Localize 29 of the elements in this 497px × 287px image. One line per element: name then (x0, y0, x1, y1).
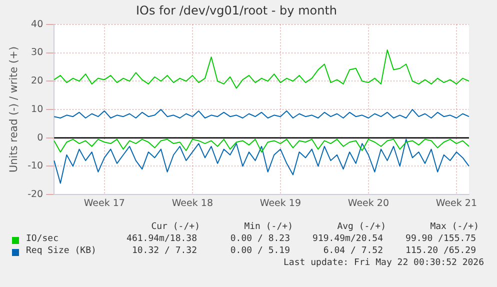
y-tick-label: 10 (31, 104, 44, 115)
y-tick-label: -10 (28, 160, 44, 172)
text: 10.32 / 7.32 (132, 246, 197, 256)
text: 919.49m/20.54 (312, 234, 383, 244)
y-tick-label: 20 (31, 76, 44, 87)
y-tick-label: -20 (28, 189, 44, 200)
x-tick-label: Week 18 (172, 198, 213, 209)
text: 99.90 /155.75 (406, 234, 476, 244)
text: 0.00 / 5.19 (230, 246, 290, 256)
x-tick-label: Week 21 (436, 198, 477, 209)
text: 6.04 / 7.52 (323, 246, 383, 256)
legend-label: IO/sec (26, 234, 59, 246)
x-tick-label: Week 19 (260, 198, 301, 209)
text: Max (-/+) (430, 222, 479, 232)
legend-label: Req Size (KB) (26, 246, 96, 258)
x-tick-label: Week 20 (348, 198, 389, 209)
text: 0.00 / 8.23 (230, 234, 290, 244)
y-axis-title: Units read (-) / write (+) (8, 46, 20, 173)
x-tick-label: Week 17 (84, 198, 125, 209)
text: Cur (-/+) (151, 222, 200, 232)
y-tick-label: 30 (31, 47, 44, 58)
y-tick-label: 0 (37, 132, 44, 144)
y-tick-label: 40 (31, 18, 44, 30)
text: 115.20 /65.29 (406, 246, 476, 256)
text: 461.94m/18.38 (126, 234, 197, 244)
chart-title: IOs for /dev/vg01/root - by month (136, 3, 338, 18)
text: Avg (-/+) (337, 222, 386, 232)
text: Min (-/+) (244, 222, 293, 232)
text: Last update: Fri May 22 00:30:52 2026 (284, 258, 484, 268)
